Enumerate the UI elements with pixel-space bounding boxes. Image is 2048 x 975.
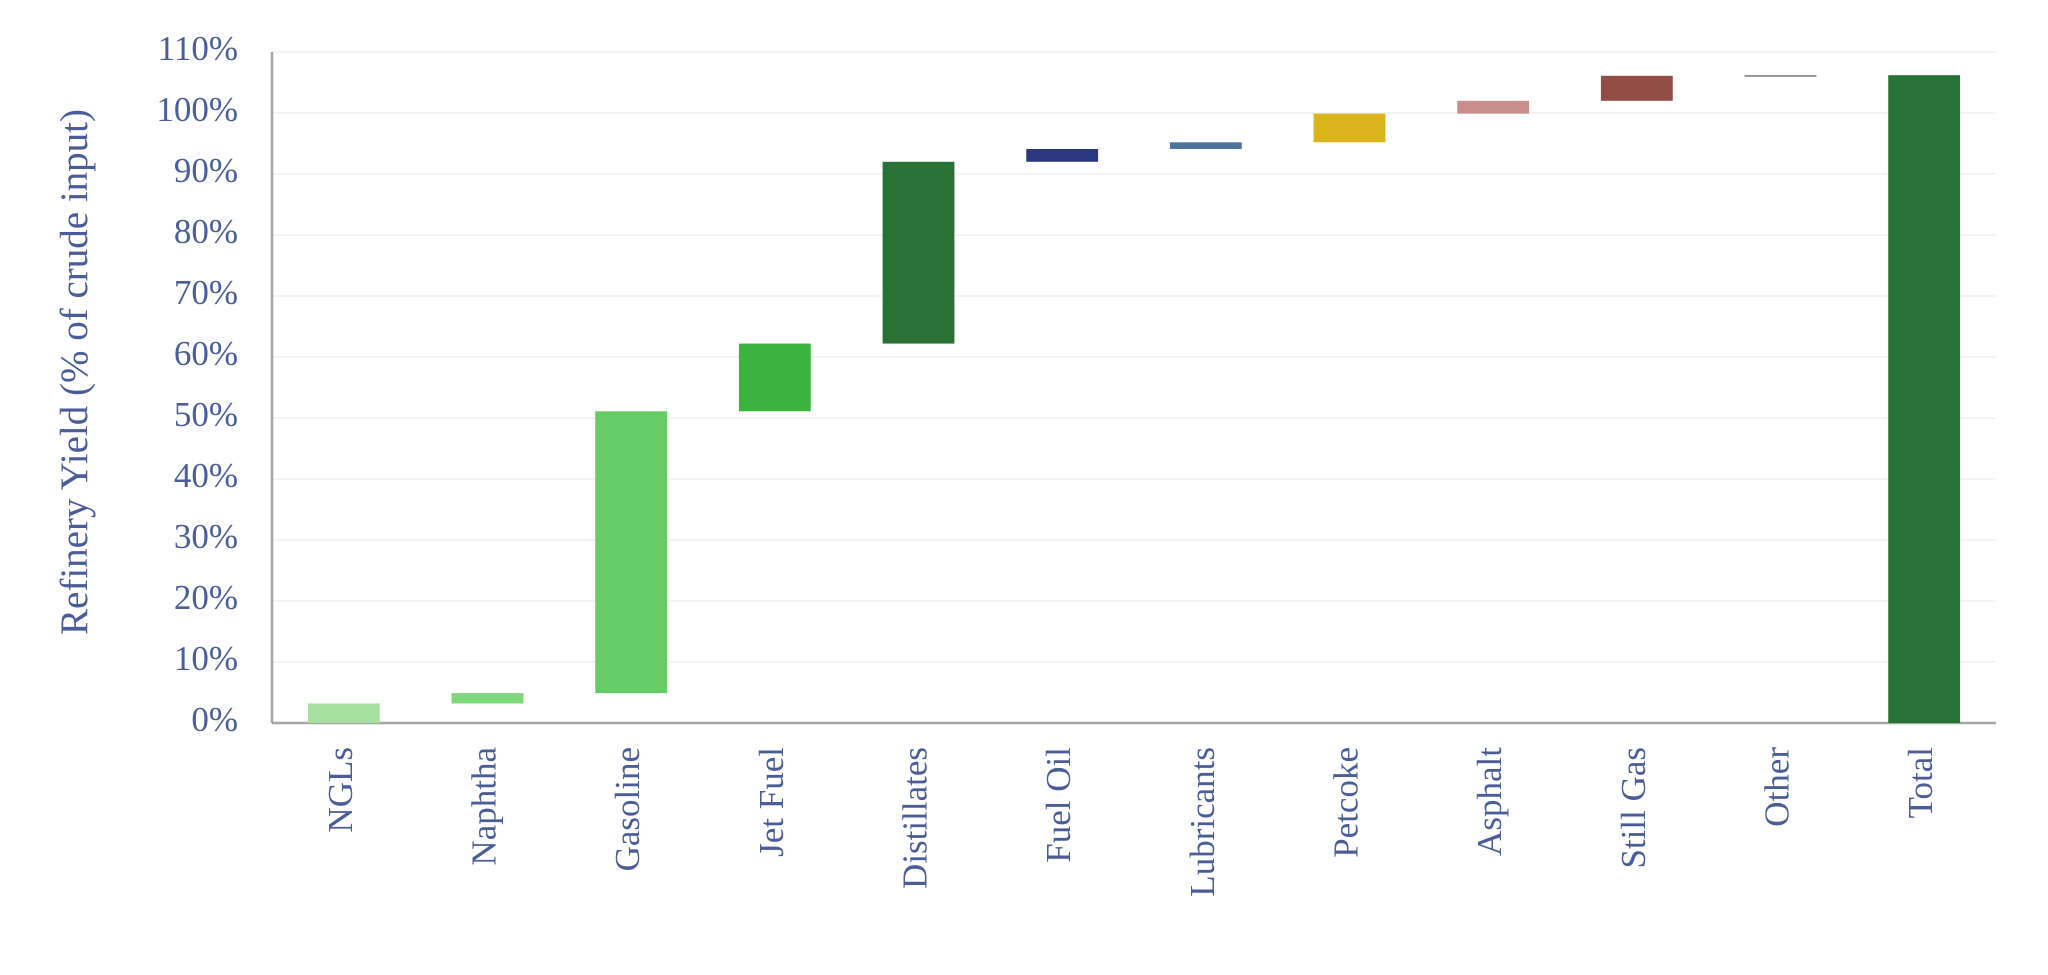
y-axis-title: Refinery Yield (% of crude input): [53, 109, 96, 635]
bar: [307, 703, 380, 723]
bar: [595, 411, 668, 694]
y-tick-label: 40%: [174, 456, 238, 495]
x-tick-label: Still Gas: [1614, 747, 1653, 869]
x-tick-label: Naphtha: [465, 747, 504, 866]
x-tick-label: Distillates: [896, 747, 935, 889]
x-tick-label: Lubricants: [1183, 747, 1222, 897]
y-tick-label: 60%: [174, 334, 238, 373]
bar: [1600, 75, 1673, 101]
y-tick-label: 100%: [156, 90, 238, 129]
bar: [882, 161, 955, 344]
y-tick-label: 80%: [174, 212, 238, 251]
y-tick-label: 70%: [174, 273, 238, 312]
x-tick-label: Asphalt: [1470, 747, 1509, 856]
y-tick-label: 110%: [158, 29, 238, 68]
x-tick-label: Other: [1758, 747, 1797, 827]
x-tick-label: Jet Fuel: [752, 747, 791, 857]
y-tick-label: 90%: [174, 151, 238, 190]
y-tick-label: 30%: [174, 517, 238, 556]
bar: [1026, 148, 1099, 162]
x-tick-label: Gasoline: [608, 747, 647, 871]
bar: [451, 693, 524, 704]
bar: [1457, 100, 1530, 114]
y-tick-label: 20%: [174, 578, 238, 617]
bar: [1888, 75, 1961, 724]
y-tick-label: 0%: [191, 700, 238, 739]
bar: [1313, 113, 1386, 143]
x-tick-label: Petcoke: [1327, 747, 1366, 858]
y-tick-label: 50%: [174, 395, 238, 434]
x-tick-label: Fuel Oil: [1039, 747, 1078, 863]
bar: [1744, 75, 1817, 77]
x-tick-label: NGLs: [321, 747, 360, 833]
bar: [738, 343, 811, 412]
y-tick-label: 10%: [174, 639, 238, 678]
x-tick-label: Total: [1901, 747, 1940, 819]
bar: [1169, 142, 1242, 149]
